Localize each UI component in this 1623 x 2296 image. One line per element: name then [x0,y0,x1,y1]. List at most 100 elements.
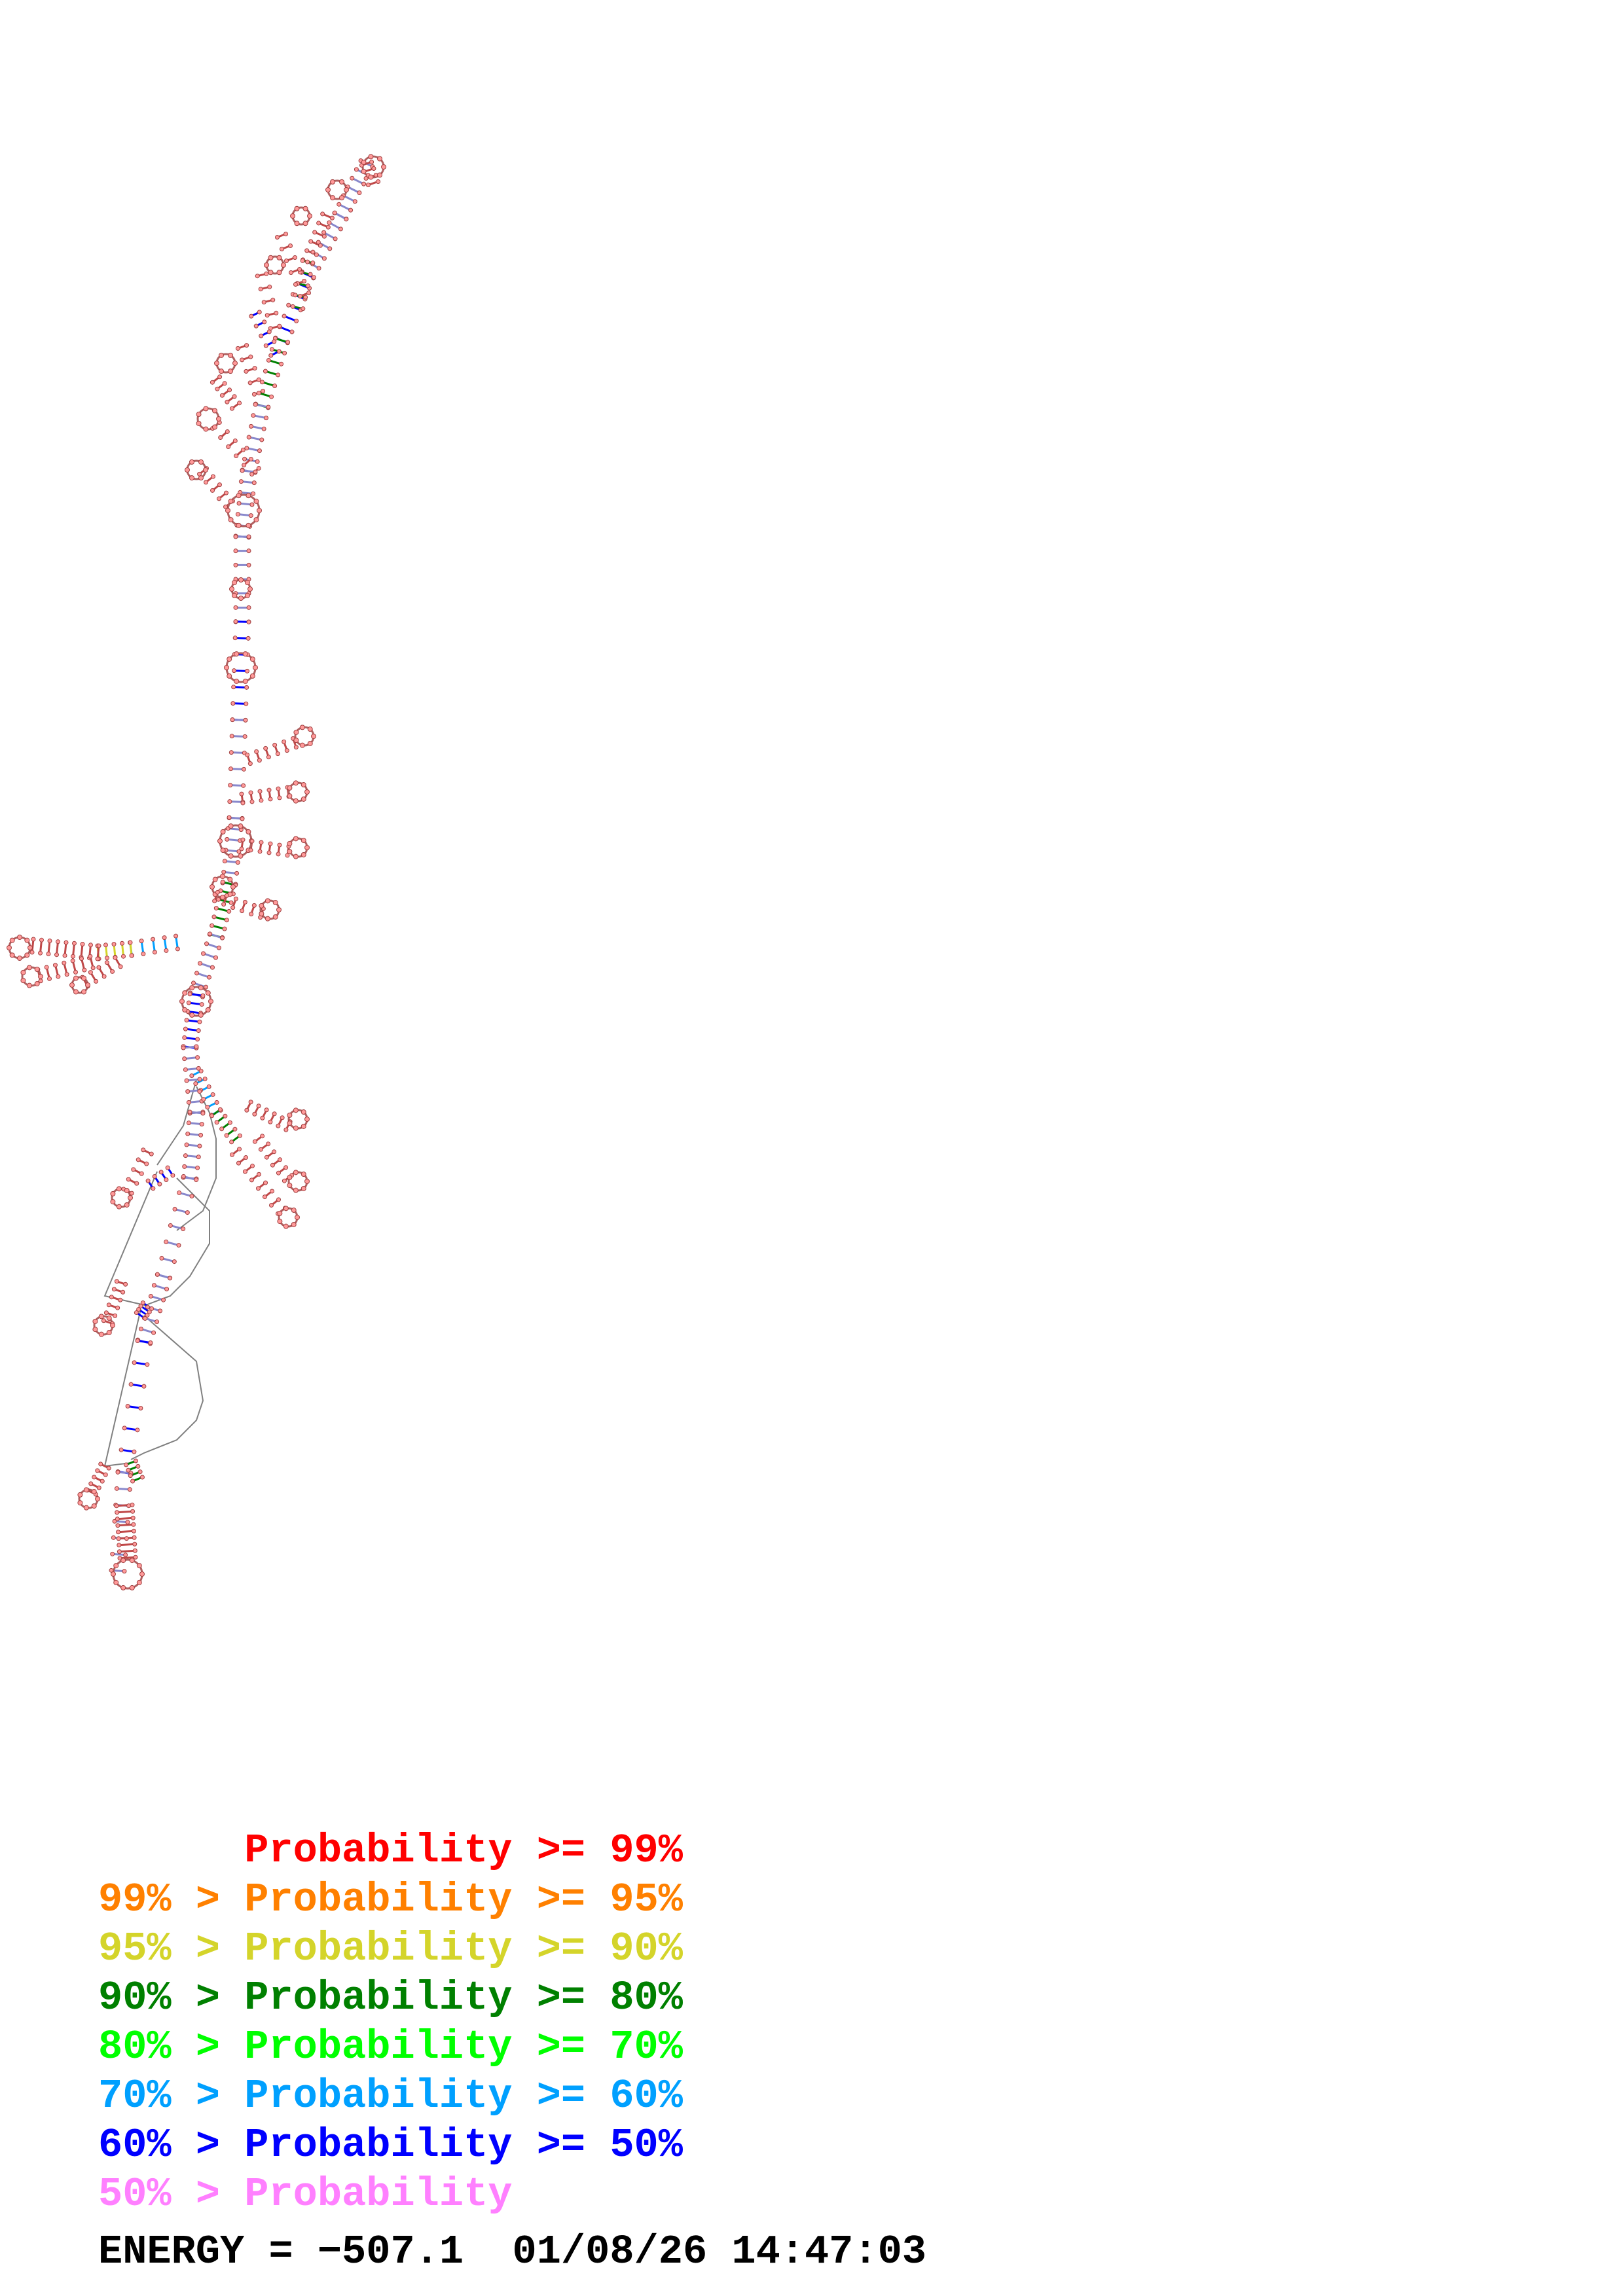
nucleotide-dot [217,838,223,844]
nucleotide-dot [251,391,257,397]
nucleotide-dot [119,1447,124,1452]
nucleotide-dot [257,849,263,854]
nucleotide-dot [228,783,233,788]
nucleotide-dot [297,294,302,299]
nucleotide-dot [227,673,232,679]
backbone-segment [176,1086,217,1231]
nucleotide-dot [214,361,219,366]
nucleotide-dot [181,1045,186,1050]
nucleotide-dot [62,960,67,965]
nucleotide-dot [259,333,264,338]
nucleotide-dot [237,1133,242,1138]
base-pair [117,1523,134,1527]
backbone-segment [143,1177,210,1306]
nucleotide-dot [283,231,289,236]
nucleotide-dot [212,876,218,882]
nucleotide-dot [266,329,272,334]
nucleotide-dot [197,1143,202,1149]
nucleotide-dot [152,950,157,955]
nucleotide-dot [253,665,258,670]
nucleotide-dot [272,1111,277,1117]
nucleotide-dot [210,380,215,385]
nucleotide-dot [54,952,60,958]
nucleotide-dot [138,1304,143,1309]
nucleotide-dot [106,1465,111,1471]
nucleotide-dot [249,423,254,429]
nucleotide-dot [81,989,86,995]
nucleotide-dot [96,965,101,970]
nucleotide-dot [249,912,254,917]
nucleotide-dot [128,940,133,945]
nucleotide-dot [231,685,236,690]
nucleotide-dot [272,900,278,906]
nucleotide-dot [168,1276,173,1281]
nucleotide-dot [85,982,90,988]
nucleotide-dot [257,1172,262,1177]
nucleotide-dot [20,969,26,975]
nucleotide-dot [88,942,93,948]
nucleotide-dot [34,980,40,986]
nucleotide-dot [249,838,255,844]
nucleotide-dot [203,406,209,412]
nucleotide-dot [275,751,280,757]
nucleotide-dot [338,226,343,232]
nucleotide-dot [268,353,274,358]
nucleotide-dot [256,1103,261,1109]
nucleotide-dot [301,782,306,788]
nucleotide-dot [357,190,362,195]
nucleotide-dot [198,1132,204,1138]
nucleotide-dot [234,651,240,657]
nucleotide-dot [185,1210,190,1215]
base-pair-ladders [31,160,379,1573]
nucleotide-dot [305,283,310,289]
nucleotide-dot [217,374,223,380]
nucleotide-dot [81,975,86,981]
nucleotide-dot [223,504,228,509]
nucleotide-dot [187,1109,192,1115]
nucleotide-dot [327,220,332,225]
nucleotide-dot [123,1552,128,1558]
nucleotide-dot [126,1177,131,1182]
nucleotide-dot [131,1167,136,1172]
nucleotide-dot [247,761,253,766]
nucleotide-dot [133,1458,138,1463]
nucleotide-dot [289,329,295,334]
nucleotide-dot [100,1479,105,1484]
nucleotide-dot [283,1206,289,1211]
nucleotide-dot [88,970,93,975]
nucleotide-dot [161,1297,166,1302]
nucleotide-dot [304,845,310,850]
nucleotide-dot [233,534,238,539]
nucleotide-dot [259,903,264,908]
nucleotide-dot [238,596,244,601]
nucleotide-dot [251,491,256,496]
nucleotide-dot [247,380,253,386]
nucleotide-dot [210,965,215,970]
nucleotide-dot [294,318,299,323]
nucleotide-dot [212,899,217,904]
nucleotide-dot [103,942,109,948]
nucleotide-dot [83,1487,89,1493]
nucleotide-dot [248,790,253,795]
nucleotide-dot [98,1462,103,1467]
nucleotide-dot [9,937,15,943]
nucleotide-dot [276,270,282,276]
nucleotide-dot [148,1293,153,1299]
nucleotide-dot [113,1579,119,1585]
nucleotide-dot [64,972,69,977]
nucleotide-dot [216,945,221,950]
nucleotide-dot [116,1530,121,1535]
nucleotide-dot [257,789,263,794]
nucleotide-dot [253,323,259,329]
nucleotide-dot [232,361,238,366]
nucleotide-dot [120,1558,126,1564]
nucleotide-dot [162,935,167,941]
nucleotide-dot [304,1117,310,1122]
nucleotide-dot [139,1475,145,1480]
nucleotide-dot [127,1487,132,1492]
nucleotide-dot [148,1340,153,1345]
nucleotide-dot [248,354,253,359]
nucleotide-dot [227,799,232,804]
nucleotide-dot [24,937,30,943]
nucleotide-dot [376,172,382,178]
